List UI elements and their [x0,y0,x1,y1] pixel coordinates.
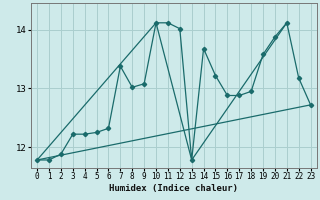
X-axis label: Humidex (Indice chaleur): Humidex (Indice chaleur) [109,184,238,193]
